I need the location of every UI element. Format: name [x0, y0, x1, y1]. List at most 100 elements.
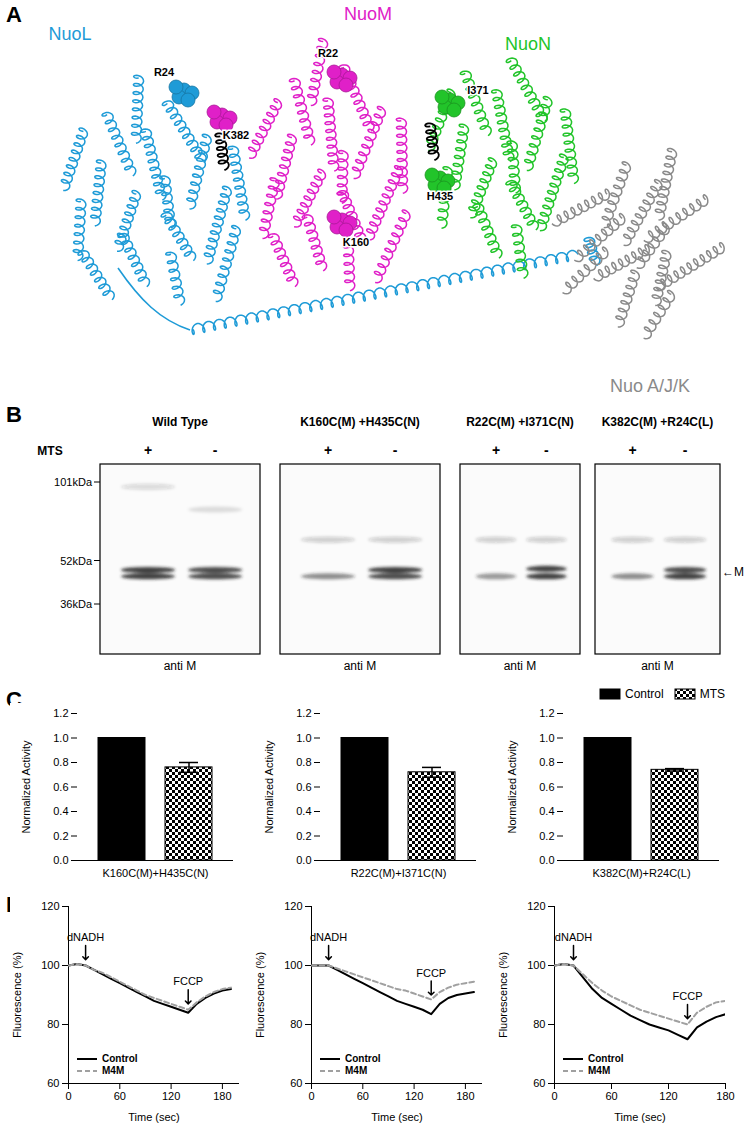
svg-text:←M: ←M — [722, 565, 744, 579]
svg-text:Fluorescence (%): Fluorescence (%) — [11, 952, 23, 1038]
svg-text:1.0: 1.0 — [296, 732, 311, 744]
svg-text:MTS: MTS — [37, 444, 62, 458]
svg-text:NuoM: NuoM — [344, 4, 392, 24]
svg-text:1.2: 1.2 — [53, 707, 68, 719]
svg-text:Fluorescence (%): Fluorescence (%) — [254, 952, 266, 1038]
svg-text:0.0: 0.0 — [53, 854, 68, 866]
svg-text:80: 80 — [47, 1018, 59, 1030]
svg-text:60: 60 — [47, 1077, 59, 1089]
svg-text:-: - — [393, 442, 398, 458]
svg-text:100: 100 — [41, 959, 59, 971]
svg-text:80: 80 — [290, 1018, 302, 1030]
svg-text:+: + — [324, 442, 332, 458]
svg-text:K382: K382 — [223, 129, 249, 141]
svg-text:180: 180 — [716, 1090, 734, 1102]
svg-text:60: 60 — [290, 1077, 302, 1089]
svg-text:52kDa: 52kDa — [60, 555, 93, 567]
svg-text:0.6: 0.6 — [296, 781, 311, 793]
svg-text:1.0: 1.0 — [53, 732, 68, 744]
svg-text:0.4: 0.4 — [296, 805, 311, 817]
svg-text:180: 180 — [213, 1090, 231, 1102]
svg-text:60: 60 — [533, 1077, 545, 1089]
svg-text:dNADH: dNADH — [310, 931, 347, 943]
svg-text:Normalized Activity: Normalized Activity — [263, 740, 275, 833]
svg-text:-: - — [544, 442, 549, 458]
svg-text:I371: I371 — [467, 84, 488, 96]
svg-text:180: 180 — [456, 1090, 474, 1102]
svg-text:0: 0 — [551, 1090, 557, 1102]
svg-text:-: - — [213, 442, 218, 458]
svg-text:1.2: 1.2 — [296, 707, 311, 719]
svg-text:Fluorescence (%): Fluorescence (%) — [497, 952, 509, 1038]
svg-text:H435: H435 — [427, 190, 453, 202]
svg-text:anti M: anti M — [504, 659, 537, 673]
svg-text:-: - — [683, 442, 688, 458]
svg-text:K160: K160 — [343, 236, 369, 248]
svg-text:K382C(M)+R24C(L): K382C(M)+R24C(L) — [592, 867, 690, 879]
svg-text:1.2: 1.2 — [539, 707, 554, 719]
svg-text:60: 60 — [605, 1090, 617, 1102]
svg-text:0.4: 0.4 — [539, 805, 554, 817]
svg-text:anti M: anti M — [164, 659, 197, 673]
svg-text:0: 0 — [308, 1090, 314, 1102]
svg-text:100: 100 — [284, 959, 302, 971]
svg-text:100: 100 — [527, 959, 545, 971]
svg-text:FCCP: FCCP — [416, 967, 446, 979]
html-text:MTS: MTS — [699, 687, 725, 701]
svg-text:120: 120 — [405, 1090, 423, 1102]
svg-text:Time (sec): Time (sec) — [128, 1111, 180, 1123]
svg-text:dNADH: dNADH — [67, 931, 104, 943]
svg-text:80: 80 — [533, 1018, 545, 1030]
svg-text:60: 60 — [114, 1090, 126, 1102]
svg-text:K382C(M) +R24C(L): K382C(M) +R24C(L) — [602, 415, 714, 429]
svg-text:R22C(M)+I371C(N): R22C(M)+I371C(N) — [351, 867, 447, 879]
svg-text:0.6: 0.6 — [539, 781, 554, 793]
svg-text:120: 120 — [659, 1090, 677, 1102]
svg-text:0.6: 0.6 — [53, 781, 68, 793]
html-text:Control: Control — [625, 687, 664, 701]
svg-text:0.2: 0.2 — [296, 830, 311, 842]
svg-text:101kDa: 101kDa — [54, 476, 93, 488]
svg-text:K160C(M) +H435C(N): K160C(M) +H435C(N) — [300, 415, 420, 429]
svg-text:R22: R22 — [318, 47, 338, 59]
svg-text:0.8: 0.8 — [296, 756, 311, 768]
svg-text:36kDa: 36kDa — [60, 598, 93, 610]
svg-text:0.2: 0.2 — [53, 830, 68, 842]
svg-text:NuoL: NuoL — [48, 24, 91, 44]
html-text:A: A — [6, 2, 22, 27]
svg-text:0.0: 0.0 — [296, 854, 311, 866]
svg-text:120: 120 — [527, 900, 545, 912]
svg-text:120: 120 — [284, 900, 302, 912]
svg-text:anti M: anti M — [641, 659, 674, 673]
svg-text:K160C(M)+H435C(N): K160C(M)+H435C(N) — [102, 867, 208, 879]
svg-text:1.0: 1.0 — [539, 732, 554, 744]
svg-text:FCCP: FCCP — [673, 990, 703, 1002]
svg-text:Normalized Activity: Normalized Activity — [20, 740, 32, 833]
svg-text:+: + — [144, 442, 152, 458]
svg-text:120: 120 — [41, 900, 59, 912]
svg-text:dNADH: dNADH — [555, 931, 592, 943]
html-text:B: B — [6, 402, 22, 427]
svg-text:0.0: 0.0 — [539, 854, 554, 866]
svg-text:0.2: 0.2 — [539, 830, 554, 842]
svg-text:Time (sec): Time (sec) — [371, 1111, 423, 1123]
svg-text:NuoN: NuoN — [505, 34, 551, 54]
svg-text:anti M: anti M — [344, 659, 377, 673]
svg-text:0: 0 — [65, 1090, 71, 1102]
svg-text:FCCP: FCCP — [173, 975, 203, 987]
svg-text:120: 120 — [162, 1090, 180, 1102]
svg-text:Normalized Activity: Normalized Activity — [506, 740, 518, 833]
svg-text:R22C(M) +I371C(N): R22C(M) +I371C(N) — [466, 415, 574, 429]
html-text:D: D — [6, 892, 22, 917]
svg-text:Time (sec): Time (sec) — [614, 1111, 666, 1123]
svg-text:60: 60 — [357, 1090, 369, 1102]
svg-text:0.8: 0.8 — [53, 756, 68, 768]
html-text:C: C — [6, 687, 22, 712]
svg-text:0.4: 0.4 — [53, 805, 68, 817]
svg-text:Wild Type: Wild Type — [152, 415, 208, 429]
svg-text:0.8: 0.8 — [539, 756, 554, 768]
svg-text:R24: R24 — [154, 66, 175, 78]
svg-text:Nuo A/J/K: Nuo A/J/K — [610, 376, 690, 396]
svg-text:+: + — [492, 442, 500, 458]
svg-text:+: + — [628, 442, 636, 458]
